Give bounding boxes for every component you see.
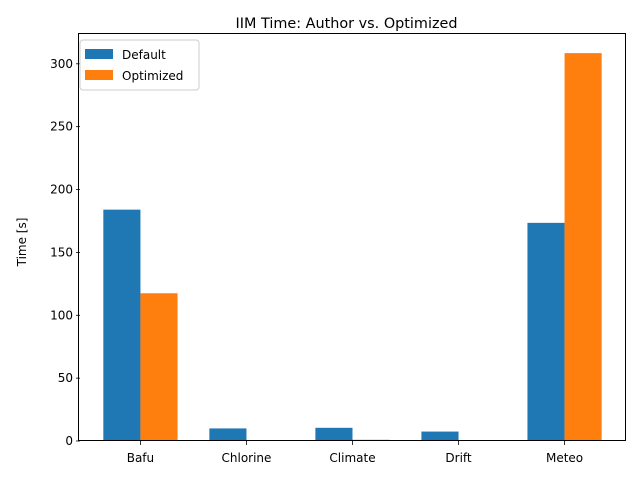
chart-title: IIM Time: Author vs. Optimized xyxy=(236,16,458,32)
bar-default-bafu xyxy=(103,210,140,441)
legend-label-default: Default xyxy=(122,48,166,62)
bar-default-chlorine xyxy=(209,428,246,441)
x-tick-label: Chlorine xyxy=(222,451,272,465)
x-tick-label: Meteo xyxy=(546,451,583,465)
bar-optimized-bafu xyxy=(140,293,177,441)
bar-optimized-meteo xyxy=(565,53,602,441)
y-axis-label: Time [s] xyxy=(15,218,29,268)
legend: Default Optimized xyxy=(80,40,199,90)
y-tick-label: 250 xyxy=(50,120,73,134)
y-tick-label: 50 xyxy=(58,371,73,385)
x-tick-label: Drift xyxy=(445,451,472,465)
bar-default-meteo xyxy=(527,223,564,441)
y-tick-label: 300 xyxy=(50,57,73,71)
x-tick-label: Climate xyxy=(329,451,375,465)
legend-swatch-default xyxy=(85,49,113,59)
legend-swatch-optimized xyxy=(85,70,113,80)
y-tick-label: 0 xyxy=(65,434,73,448)
bar-default-drift xyxy=(421,432,458,441)
x-tick-label: Bafu xyxy=(127,451,154,465)
legend-label-optimized: Optimized xyxy=(122,69,183,83)
y-tick-label: 100 xyxy=(50,308,73,322)
y-tick-label: 200 xyxy=(50,183,73,197)
y-tick-label: 150 xyxy=(50,245,73,259)
bar-default-climate xyxy=(315,428,352,441)
